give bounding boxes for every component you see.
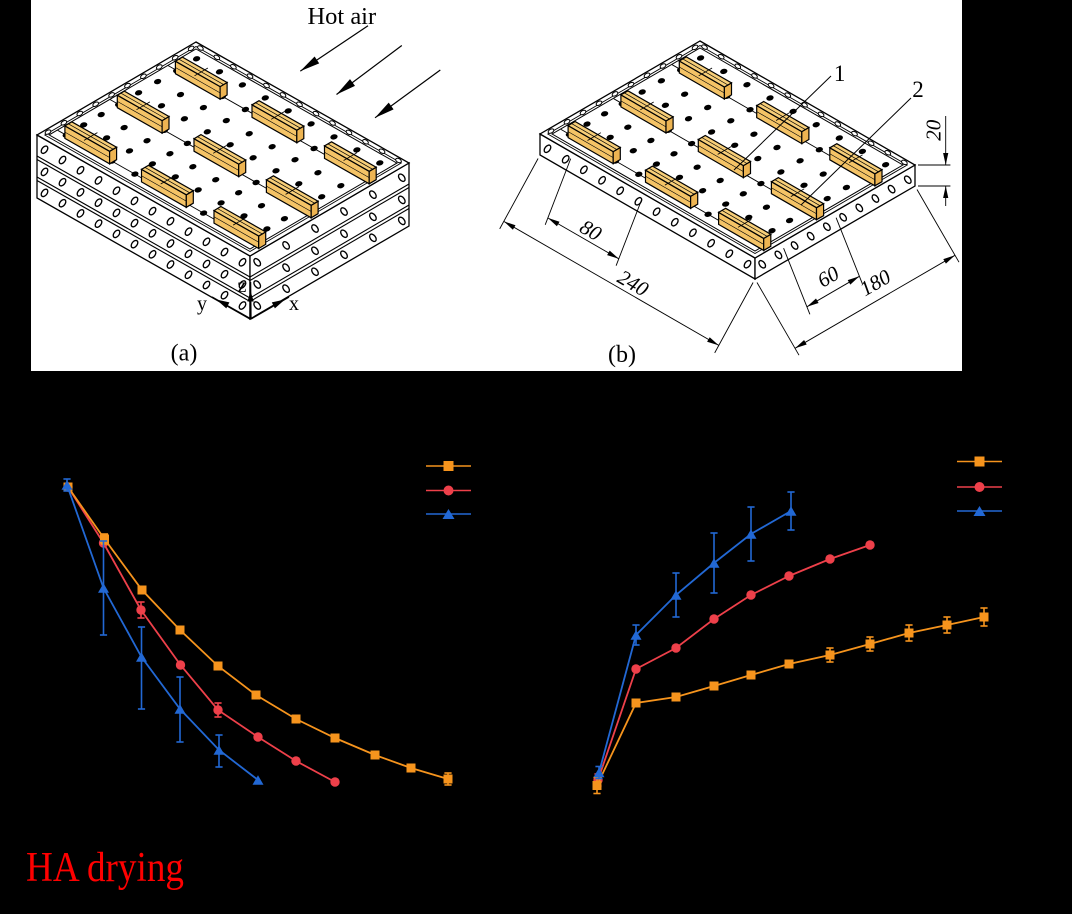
- svg-text:y: y: [197, 293, 207, 315]
- svg-text:1: 1: [834, 61, 846, 86]
- svg-text:(b): (b): [608, 342, 636, 368]
- svg-text:2: 2: [912, 77, 924, 102]
- svg-text:(a): (a): [171, 341, 198, 367]
- svg-text:x: x: [289, 293, 299, 315]
- svg-text:20: 20: [921, 119, 945, 141]
- svg-text:HA drying: HA drying: [26, 844, 184, 891]
- svg-text:Hot air: Hot air: [307, 3, 376, 30]
- svg-text:z: z: [238, 275, 247, 297]
